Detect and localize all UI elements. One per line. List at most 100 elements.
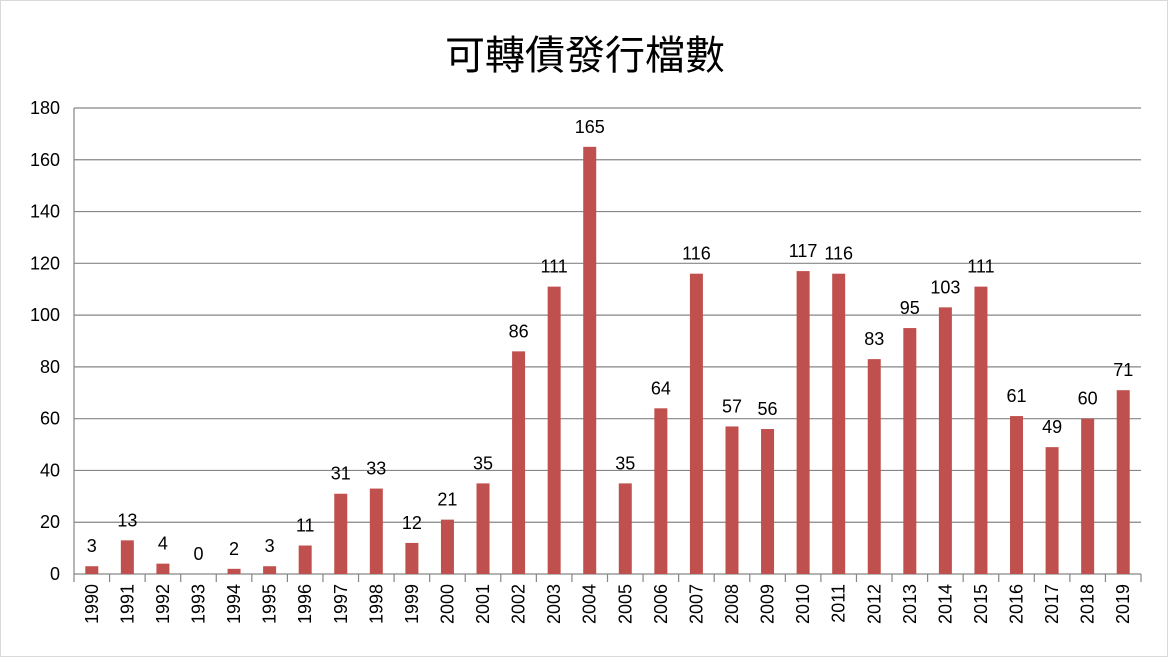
x-tick-label: 2011: [829, 584, 849, 623]
data-label: 2: [229, 539, 239, 559]
x-tick-label: 2010: [793, 584, 813, 624]
bar: [334, 493, 348, 574]
bar: [938, 307, 952, 574]
y-tick-label: 160: [30, 150, 60, 170]
bar: [1045, 447, 1059, 574]
y-tick-label: 80: [40, 357, 60, 377]
x-tick-label: 1996: [295, 584, 315, 624]
bar: [974, 286, 988, 574]
bar: [547, 286, 561, 574]
data-label: 21: [437, 490, 457, 510]
data-label: 83: [864, 329, 884, 349]
x-tick-label: 1998: [366, 584, 386, 624]
data-label: 0: [193, 544, 203, 564]
x-tick-label: 2013: [900, 584, 920, 624]
data-label: 116: [824, 244, 853, 264]
data-label: 103: [930, 277, 960, 297]
x-tick-label: 2019: [1113, 584, 1133, 624]
data-label: 111: [967, 257, 994, 277]
bar: [298, 545, 312, 574]
x-tick-label: 2001: [473, 584, 493, 624]
data-label: 33: [366, 459, 386, 479]
data-label: 60: [1078, 389, 1098, 409]
bar: [227, 568, 241, 574]
data-label: 56: [758, 399, 778, 419]
x-tick-label: 2012: [864, 584, 884, 624]
x-tick-label: 1995: [260, 584, 280, 624]
chart-title: 可轉債發行檔數: [445, 33, 725, 79]
x-tick-label: 2000: [437, 584, 457, 624]
x-tick-label: 2007: [686, 584, 706, 624]
y-tick-label: 140: [30, 202, 60, 222]
data-label: 4: [158, 534, 168, 554]
bar: [903, 328, 917, 574]
bar: [583, 146, 597, 575]
bar: [832, 273, 846, 574]
data-label: 35: [473, 453, 493, 473]
y-tick-label: 180: [30, 98, 60, 118]
x-tick-label: 2005: [615, 584, 635, 624]
data-label: 12: [402, 513, 422, 533]
x-tick-label: 1991: [117, 584, 137, 624]
data-label: 71: [1113, 360, 1133, 380]
bar: [476, 483, 490, 574]
x-tick-label: 2004: [580, 584, 600, 624]
y-tick-label: 20: [40, 512, 60, 532]
data-label: 35: [615, 453, 635, 473]
bar: [618, 483, 632, 574]
bar: [1010, 416, 1024, 574]
bar: [796, 271, 810, 574]
x-tick-label: 1999: [402, 584, 422, 624]
x-tick-label: 2016: [1007, 584, 1027, 624]
y-tick-label: 120: [30, 253, 60, 273]
bar: [761, 429, 775, 574]
x-tick-label: 2008: [722, 584, 742, 624]
bar: [654, 408, 668, 574]
data-label: 49: [1042, 417, 1062, 437]
x-tick-label: 2014: [935, 584, 955, 624]
bar: [85, 566, 99, 574]
x-tick-label: 2002: [509, 584, 529, 624]
bar: [405, 542, 419, 574]
data-label: 57: [722, 396, 742, 416]
x-tick-label: 2006: [651, 584, 671, 624]
data-label: 13: [117, 510, 137, 530]
x-tick-label: 2003: [544, 584, 564, 624]
y-tick-label: 100: [30, 305, 60, 325]
x-tick-label: 2015: [971, 584, 991, 624]
data-label: 95: [900, 298, 920, 318]
bar: [263, 566, 277, 574]
y-tick-label: 60: [40, 409, 60, 429]
data-label: 165: [575, 117, 605, 137]
x-tick-label: 1993: [188, 584, 208, 624]
data-label: 61: [1007, 386, 1027, 406]
data-label: 86: [509, 321, 529, 341]
bar: [725, 426, 739, 574]
bar: [1081, 418, 1095, 574]
bar: [1116, 390, 1130, 574]
bar: [689, 273, 703, 574]
data-label: 31: [331, 464, 351, 484]
y-tick-label: 40: [40, 460, 60, 480]
data-label: 11: [296, 516, 315, 536]
bar: [120, 540, 134, 574]
data-label: 64: [651, 378, 671, 398]
data-label: 117: [789, 241, 818, 261]
bar: [369, 488, 383, 574]
x-tick-label: 2017: [1042, 584, 1062, 624]
x-tick-label: 2018: [1078, 584, 1098, 624]
bar: [867, 359, 881, 574]
x-tick-label: 1990: [82, 584, 102, 624]
bar: [512, 351, 526, 574]
data-label: 111: [540, 257, 567, 277]
data-label: 3: [87, 536, 97, 556]
x-tick-label: 1994: [224, 584, 244, 624]
x-tick-label: 2009: [758, 584, 778, 624]
bar: [440, 519, 454, 574]
x-tick-label: 1997: [331, 584, 351, 624]
data-label: 3: [265, 536, 275, 556]
data-label: 116: [682, 244, 711, 264]
x-tick-label: 1992: [153, 584, 173, 624]
